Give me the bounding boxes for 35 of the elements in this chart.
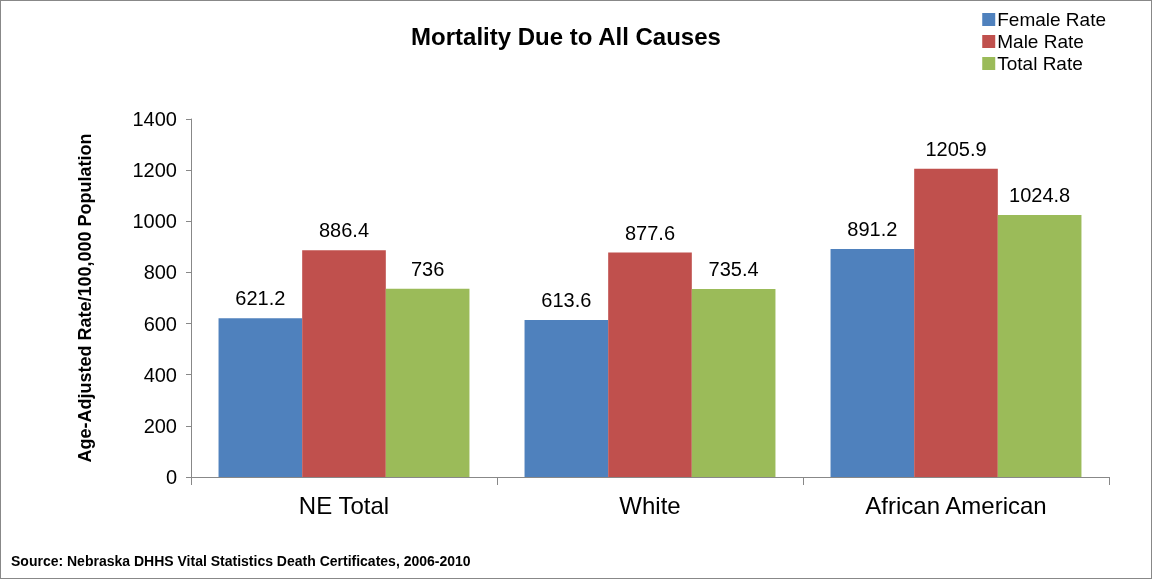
y-tick-label: 0 <box>165 466 177 488</box>
bar <box>218 318 303 477</box>
legend-label: Female Rate <box>997 9 1107 30</box>
bar <box>830 249 915 477</box>
x-tick-label: NE Total <box>298 491 390 519</box>
data-label: 1205.9 <box>925 137 987 160</box>
y-tick-label: 400 <box>143 363 177 386</box>
bar <box>914 168 998 477</box>
legend-label: Male Rate <box>997 31 1084 52</box>
bar <box>302 250 386 477</box>
bar <box>608 252 692 477</box>
data-label: 886.4 <box>318 219 370 242</box>
y-tick-label: 1000 <box>132 210 177 233</box>
y-tick-label: 1200 <box>132 159 177 182</box>
bar <box>385 288 470 477</box>
legend-label: Total Rate <box>997 53 1083 74</box>
data-label: 735.4 <box>708 257 759 280</box>
y-tick-label: 600 <box>143 312 177 335</box>
y-tick-label: 800 <box>143 261 177 284</box>
data-label: 613.6 <box>541 289 592 312</box>
bar <box>691 288 776 477</box>
bar <box>997 214 1082 477</box>
data-label: 621.2 <box>235 287 286 310</box>
data-label: 736 <box>410 257 445 280</box>
data-label: 891.2 <box>847 218 898 241</box>
x-tick-label: White <box>619 491 681 519</box>
y-tick-label: 1400 <box>132 108 177 130</box>
x-tick-label: African American <box>865 491 1047 519</box>
y-tick-label: 200 <box>143 414 177 437</box>
data-label: 1024.8 <box>1009 183 1071 206</box>
bar <box>524 320 609 477</box>
data-label: 877.6 <box>624 221 676 244</box>
y-axis-title: Age-Adjusted Rate/100,000 Population <box>75 133 95 463</box>
chart-title: Mortality Due to All Causes <box>411 22 721 50</box>
source-note: Source: Nebraska DHHS Vital Statistics Death Certificates, 2006-2010 <box>11 553 471 569</box>
